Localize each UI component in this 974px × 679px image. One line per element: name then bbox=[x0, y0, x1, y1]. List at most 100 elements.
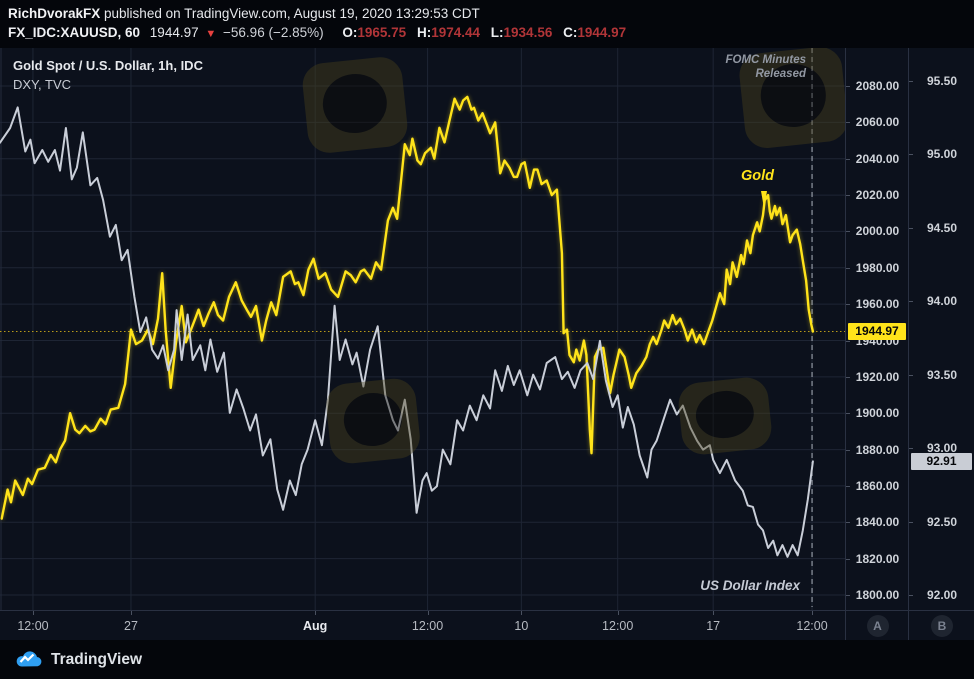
time-axis-tick-mark bbox=[617, 611, 619, 615]
dxy-axis-tick-label: 94.50 bbox=[926, 220, 958, 235]
gold-axis-tick-label: 2000.00 bbox=[855, 224, 900, 239]
legend-overlay-symbol[interactable]: DXY, TVC bbox=[13, 77, 72, 92]
dxy-axis-tick-label: 93.50 bbox=[926, 367, 958, 382]
footer: TradingView bbox=[0, 640, 974, 679]
gold-axis-tick-label: 2020.00 bbox=[855, 188, 900, 203]
high-value: 1974.44 bbox=[431, 25, 481, 40]
scale-b-button[interactable]: B bbox=[931, 615, 953, 637]
chart-legend[interactable]: Gold Spot / U.S. Dollar, 1h, IDC DXY, TV… bbox=[13, 58, 203, 92]
close-value: 1944.97 bbox=[577, 25, 627, 40]
tradingview-logo-icon bbox=[16, 651, 42, 667]
low-label: L: bbox=[490, 25, 504, 40]
scale-a-button[interactable]: A bbox=[866, 615, 889, 637]
gold-axis-tick-label: 1900.00 bbox=[855, 406, 900, 421]
gold-axis-tick-label: 1880.00 bbox=[855, 442, 900, 457]
gold-axis-tick-label: 2080.00 bbox=[855, 79, 900, 93]
gold-axis-tick-label: 1860.00 bbox=[855, 478, 900, 493]
open-label: O: bbox=[342, 25, 358, 40]
dxy-series-line[interactable] bbox=[0, 106, 814, 558]
gold-axis-tick-label: 1980.00 bbox=[855, 260, 900, 275]
gold-series-line[interactable] bbox=[0, 95, 815, 520]
time-axis-label: 12:00 bbox=[411, 619, 444, 633]
price-plot[interactable] bbox=[0, 48, 845, 610]
time-axis-tick-mark bbox=[427, 611, 429, 615]
time-axis-tick-mark bbox=[812, 611, 814, 615]
open-value: 1965.75 bbox=[357, 25, 407, 40]
gold-axis-tick-mark bbox=[846, 376, 850, 378]
watermark-logo bbox=[324, 376, 422, 466]
close-label: C: bbox=[563, 25, 578, 40]
gold-axis-tick-mark bbox=[846, 195, 850, 197]
gold-axis-tick-mark bbox=[846, 267, 850, 269]
time-axis-label: 10 bbox=[514, 619, 529, 633]
time-axis-label: 12:00 bbox=[796, 619, 828, 633]
time-axis[interactable]: A B 12:00 27 Aug 12:00 10 12:00 17 12:00 bbox=[0, 610, 974, 642]
gold-axis-tick-label: 1840.00 bbox=[855, 515, 900, 530]
time-axis-label: 12:00 bbox=[17, 619, 49, 633]
last-dxy-tag: 92.91 bbox=[911, 453, 972, 470]
gold-axis-tick-mark bbox=[846, 485, 850, 487]
dxy-series-label[interactable]: US Dollar Index bbox=[700, 578, 800, 593]
last-price-tag: 1944.97 bbox=[848, 323, 906, 340]
dxy-axis-tick-label: 94.00 bbox=[926, 294, 958, 309]
gold-axis-tick-mark bbox=[846, 449, 850, 451]
time-axis-tick-mark bbox=[32, 611, 34, 615]
dxy-price-axis[interactable]: 92.91 95.50 95.00 94.50 94.00 93.50 93.00 92.5… bbox=[908, 48, 974, 610]
gold-axis-tick-mark bbox=[846, 304, 850, 306]
gold-axis-tick-mark bbox=[846, 413, 850, 415]
scale-b-cell: B bbox=[908, 611, 974, 641]
time-axis-tick-mark bbox=[521, 611, 523, 615]
gold-axis-tick-mark bbox=[846, 340, 850, 342]
gold-axis-tick-mark bbox=[846, 86, 850, 87]
price-change: −56.96 (−2.85%) bbox=[223, 25, 324, 40]
dxy-axis-tick-mark bbox=[909, 227, 913, 229]
high-label: H: bbox=[416, 25, 432, 40]
gold-axis-tick-label: 1920.00 bbox=[855, 369, 900, 384]
gold-axis-tick-label: 1960.00 bbox=[855, 297, 900, 312]
dxy-axis-tick-label: 92.50 bbox=[926, 514, 958, 529]
time-axis-label: 17 bbox=[706, 619, 721, 633]
dxy-axis-tick-mark bbox=[909, 595, 913, 596]
dxy-axis-tick-mark bbox=[909, 154, 913, 156]
symbol-status-line: FX_IDC:XAUUSD, 60 1944.97 ▼ −56.96 (−2.8… bbox=[8, 25, 626, 40]
fomc-annotation[interactable]: FOMC Minutes Released bbox=[646, 53, 807, 81]
time-axis-tick-mark bbox=[315, 611, 317, 615]
tradingview-brand-link[interactable]: TradingView bbox=[14, 649, 142, 670]
gold-axis-tick-mark bbox=[846, 522, 850, 524]
last-price: 1944.97 bbox=[149, 25, 199, 40]
dxy-axis-tick-mark bbox=[909, 448, 913, 450]
time-axis-label: Aug bbox=[303, 619, 328, 633]
gold-axis-tick-mark bbox=[846, 158, 850, 160]
dxy-axis-tick-label: 95.00 bbox=[926, 147, 958, 162]
gold-arrow-down-icon bbox=[761, 191, 767, 208]
gold-price-axis[interactable]: 1944.97 2080.00 2060.00 2040.00 2020.00 2000… bbox=[845, 48, 909, 610]
gold-axis-tick-mark bbox=[846, 558, 850, 560]
gold-axis-tick-label: 1800.00 bbox=[855, 588, 900, 602]
dxy-axis-tick-label: 92.00 bbox=[926, 588, 958, 602]
dxy-axis-tick-mark bbox=[909, 374, 913, 376]
chart-pane[interactable]: Gold Spot / U.S. Dollar, 1h, IDC DXY, TV… bbox=[0, 48, 845, 610]
dxy-axis-tick-label: 95.50 bbox=[926, 74, 958, 88]
gold-series-label[interactable]: Gold bbox=[741, 168, 775, 184]
fomc-annotation-line2: Released bbox=[755, 68, 806, 80]
legend-main-symbol[interactable]: Gold Spot / U.S. Dollar, 1h, IDC bbox=[13, 58, 203, 73]
author-name: RichDvorakFX bbox=[8, 6, 101, 21]
scale-a-cell: A bbox=[845, 611, 909, 641]
fomc-annotation-line1: FOMC Minutes bbox=[725, 54, 807, 66]
gold-axis-tick-mark bbox=[846, 595, 850, 596]
watermark-logo bbox=[676, 375, 774, 457]
watermark-logo bbox=[300, 55, 410, 155]
time-axis-label: 27 bbox=[124, 619, 138, 633]
gold-axis-tick-label: 1820.00 bbox=[855, 551, 900, 566]
low-value: 1934.56 bbox=[503, 25, 553, 40]
dxy-axis-tick-mark bbox=[909, 301, 913, 303]
price-down-arrow-icon: ▼ bbox=[205, 28, 217, 40]
dxy-axis-tick-mark bbox=[909, 521, 913, 523]
header: RichDvorakFX published on TradingView.co… bbox=[0, 0, 974, 48]
time-axis-tick-mark bbox=[130, 611, 132, 615]
dxy-axis-tick-mark bbox=[909, 81, 913, 82]
time-axis-label: 12:00 bbox=[602, 619, 634, 633]
gold-axis-tick-label: 2060.00 bbox=[855, 115, 900, 130]
gold-axis-tick-mark bbox=[846, 231, 850, 233]
